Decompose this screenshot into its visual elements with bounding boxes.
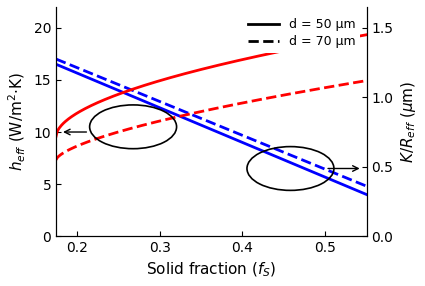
Legend: d = 50 μm, d = 70 μm: d = 50 μm, d = 70 μm [243,13,360,53]
X-axis label: Solid fraction ($f_S$): Solid fraction ($f_S$) [146,261,277,279]
Y-axis label: $h_{eff}$ (W/m$^2$$\cdot$K): $h_{eff}$ (W/m$^2$$\cdot$K) [7,72,28,171]
Y-axis label: $K/R_{eff}$ ($\mu$m): $K/R_{eff}$ ($\mu$m) [399,80,418,163]
